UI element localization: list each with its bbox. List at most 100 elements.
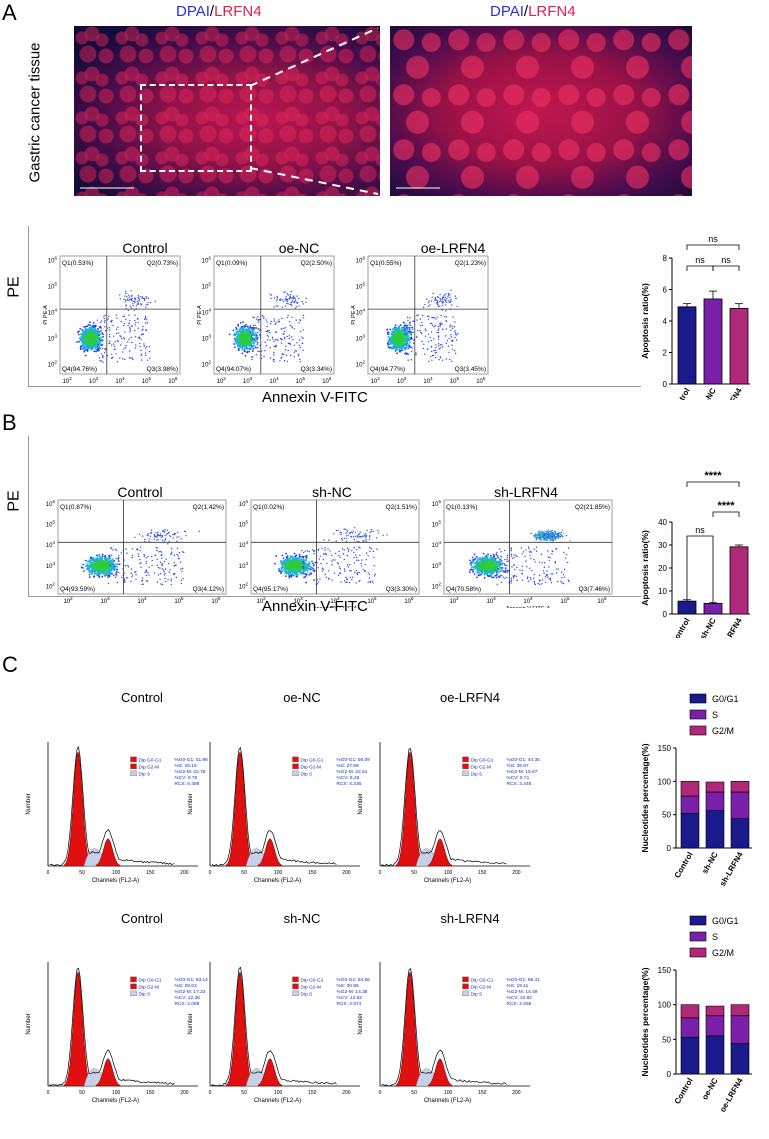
flow-dot — [255, 354, 258, 356]
flow-dot — [438, 328, 440, 330]
flow-dot — [373, 575, 376, 577]
y-tick: 106 — [356, 256, 366, 265]
flow-dot — [101, 336, 103, 339]
flow-dot — [137, 317, 139, 320]
sig-top: ns — [708, 234, 718, 244]
flow-dot — [134, 536, 136, 539]
y-tick: 103 — [46, 561, 56, 570]
flow-dot — [302, 551, 305, 554]
flow-dot — [144, 322, 147, 324]
flow-dot — [284, 336, 286, 339]
flow-dot — [243, 335, 246, 338]
flow-dot — [433, 326, 435, 328]
flow-dot — [264, 349, 266, 352]
flow-dot — [174, 533, 177, 535]
flow-dot — [134, 347, 137, 349]
flow-dot — [83, 570, 85, 573]
x-tick-label: oe-NC — [698, 386, 718, 400]
flow-dot — [291, 305, 293, 307]
flow-dot — [407, 359, 409, 361]
flow-dot — [324, 549, 326, 551]
flow-dot — [101, 575, 104, 578]
flow-dot — [119, 357, 121, 359]
flow-dot — [91, 563, 94, 566]
flow-dot — [108, 567, 111, 570]
flow-dot — [281, 306, 283, 308]
flow-dot — [452, 340, 454, 342]
panel-a-ylabel: PE — [5, 276, 23, 298]
flow-dot — [408, 324, 410, 326]
flow-dot — [353, 562, 356, 564]
flow-dot — [409, 341, 411, 344]
flow-dot — [103, 315, 105, 318]
flow-dot — [410, 333, 413, 336]
flow-dot — [125, 548, 127, 550]
flow-dot — [95, 333, 98, 336]
flow-dot — [123, 338, 126, 340]
flow-dot — [88, 340, 91, 343]
flow-dot — [198, 530, 201, 533]
flow-dot — [430, 339, 433, 342]
flow-dot — [355, 535, 357, 538]
flow-dot — [449, 296, 451, 299]
flow-dot — [135, 574, 137, 576]
flow-dot — [248, 326, 250, 329]
flow-plot-a2: Q1(0.55%) Q2(1.23%)Q3(3.45%)Q4(94.77%)102… — [351, 255, 489, 385]
flow-dot — [288, 337, 291, 340]
flow-dot — [298, 562, 301, 565]
flow-dot — [101, 562, 104, 565]
flow-dot — [290, 575, 293, 578]
flow-dot — [248, 348, 251, 351]
flow-dot — [83, 325, 85, 328]
flow-dot — [269, 347, 271, 349]
flow-dot — [115, 563, 118, 565]
flow-dot — [295, 558, 298, 561]
flow-dot — [237, 324, 240, 327]
flow-dot — [176, 536, 178, 538]
flow-dot — [321, 547, 323, 550]
flow-dot — [117, 556, 120, 559]
flow-dot — [399, 339, 401, 342]
flow-dot — [395, 342, 398, 345]
flow-dot — [506, 569, 509, 572]
flow-dot — [368, 573, 371, 576]
flow-dot — [358, 546, 360, 548]
flow-dot — [160, 536, 162, 539]
flow-dot — [343, 549, 345, 551]
flow-dot — [356, 548, 358, 551]
flow-dot — [441, 359, 444, 361]
flow-dot — [409, 317, 411, 319]
flow-dot — [397, 345, 399, 348]
flow-dot — [434, 352, 437, 354]
flow-dot — [302, 317, 305, 319]
x-tick-label: oe-LRFN4 — [717, 386, 744, 400]
flow-dot — [95, 560, 98, 562]
flow-dot — [293, 356, 296, 358]
flow-dot — [424, 353, 426, 355]
flow-dot — [245, 331, 248, 333]
quadrant-q3: Q3(3.30%) — [386, 586, 417, 593]
flow-dot — [337, 529, 339, 532]
flow-dot — [288, 576, 291, 579]
flow-a-title-2: oe-NC — [278, 240, 320, 256]
flow-dot — [278, 299, 281, 301]
flow-dot — [130, 357, 132, 359]
flow-dot — [288, 570, 291, 572]
flow-dot — [274, 297, 276, 299]
panel-b-letter: B — [2, 410, 17, 435]
flow-dot — [140, 303, 142, 305]
flow-dot — [113, 565, 116, 567]
flow-dot — [411, 347, 413, 349]
flow-dot — [236, 339, 239, 342]
flow-dot — [164, 538, 167, 540]
flow-dot — [95, 341, 98, 344]
flow-dot — [407, 353, 410, 355]
flow-dot — [286, 555, 289, 558]
flow-dot — [264, 341, 266, 344]
flow-dot — [440, 314, 442, 317]
flow-dot — [268, 329, 270, 332]
flow-dot — [352, 536, 355, 538]
flow-dot — [91, 338, 94, 341]
flow-dot — [157, 533, 159, 535]
flow-dot — [141, 577, 144, 579]
